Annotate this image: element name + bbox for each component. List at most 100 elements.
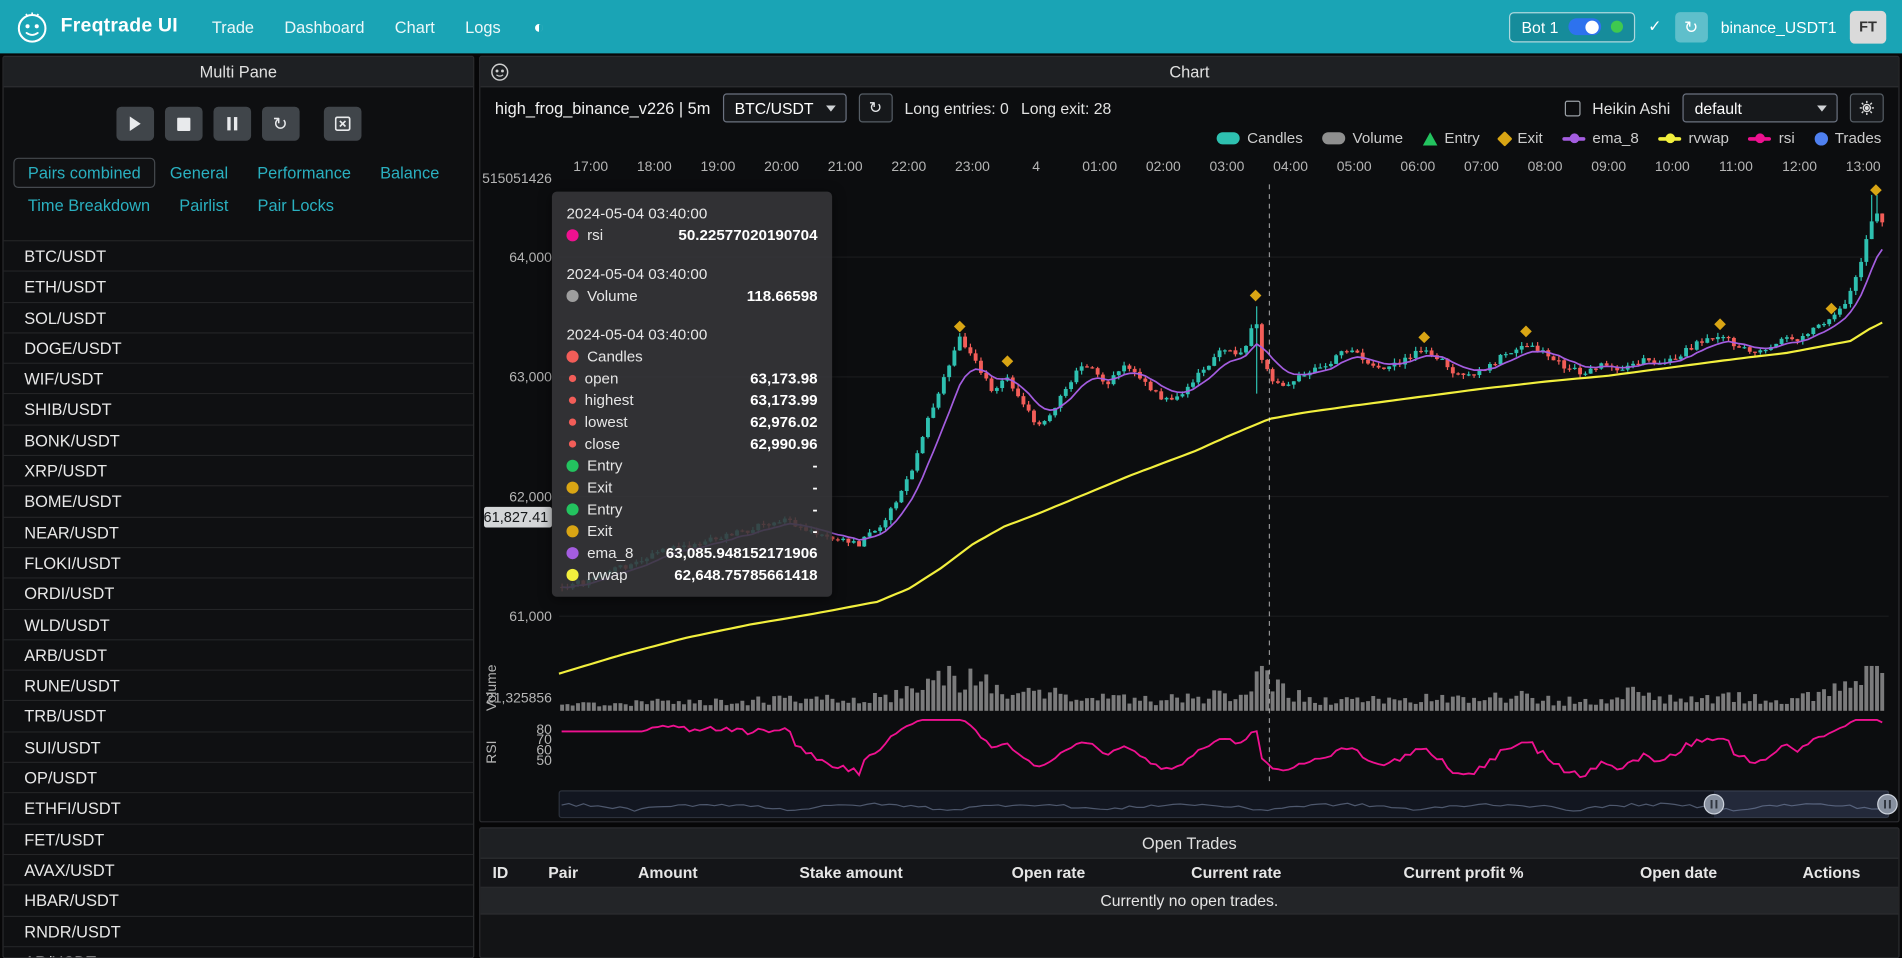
data-zoom-navigator[interactable] <box>558 790 1898 819</box>
tab-pairlist[interactable]: Pairlist <box>179 196 229 215</box>
col-stake-amount[interactable]: Stake amount <box>799 863 903 882</box>
heikin-ashi-checkbox[interactable] <box>1564 100 1581 116</box>
zoom-handle-right[interactable] <box>1877 793 1898 815</box>
pair-item-ethfi-usdt[interactable]: ETHFI/USDT <box>3 793 474 825</box>
legend-entry[interactable]: Entry <box>1422 130 1480 147</box>
exit-marker-icon <box>1520 325 1532 338</box>
col-id[interactable]: ID <box>492 863 509 882</box>
col-actions[interactable]: Actions <box>1802 863 1861 882</box>
col-open-rate[interactable]: Open rate <box>1011 863 1086 882</box>
pair-item-floki-usdt[interactable]: FLOKI/USDT <box>3 548 474 579</box>
pair-item-ordi-usdt[interactable]: ORDI/USDT <box>3 578 474 610</box>
long-entries-label: Long entries: 0 <box>904 98 1009 118</box>
pair-item-rune-usdt[interactable]: RUNE/USDT <box>3 670 474 702</box>
pair-item-rndr-usdt[interactable]: RNDR/USDT <box>3 916 474 948</box>
legend-trades[interactable]: Trades <box>1814 130 1881 147</box>
nav-link-logs[interactable]: Logs <box>465 17 501 36</box>
col-amount[interactable]: Amount <box>638 863 698 882</box>
tab-time-breakdown[interactable]: Time Breakdown <box>27 196 151 215</box>
svg-text:4: 4 <box>1032 158 1040 174</box>
stop-button[interactable] <box>164 106 202 141</box>
svg-text:11:00: 11:00 <box>1719 158 1753 174</box>
chart-panel: Chart high_frog_binance_v226 | 5m BTC/US… <box>479 55 1900 823</box>
pair-item-shib-usdt[interactable]: SHIB/USDT <box>3 394 474 426</box>
reload-bot-button[interactable]: ↻ <box>1674 11 1708 42</box>
pair-item-wld-usdt[interactable]: WLD/USDT <box>3 609 474 641</box>
chart-refresh-button[interactable]: ↻ <box>858 93 893 123</box>
pair-item-fet-usdt[interactable]: FET/USDT <box>3 824 474 856</box>
col-open-date[interactable]: Open date <box>1639 863 1718 882</box>
exit-marker-icon <box>1001 355 1014 368</box>
legend-rvwap[interactable]: rvwap <box>1658 130 1729 147</box>
rsi-pane-label: RSI <box>483 740 499 763</box>
chart-panel-header[interactable]: Chart <box>480 57 1899 88</box>
heikin-ashi-label: Heikin Ashi <box>1592 98 1671 118</box>
ema-8-line <box>562 248 1883 589</box>
tab-general[interactable]: General <box>169 163 229 182</box>
legend-ema-8[interactable]: ema_8 <box>1562 130 1639 147</box>
legend-label: Volume <box>1352 129 1404 147</box>
col-current-profit[interactable]: Current profit % <box>1403 863 1524 882</box>
chart-legend: Candles Volume Entry Exit ema_8 rvwap rsi Trade… <box>480 126 1898 148</box>
freqtrade-logo-icon[interactable] <box>16 10 49 43</box>
exit-marker-icon <box>1870 184 1882 196</box>
exchange-account-label: binance_USDT1 <box>1720 17 1837 36</box>
pair-item-bonk-usdt[interactable]: BONK/USDT <box>3 425 474 457</box>
price-chart[interactable]: 64,000 63,000 62,000 61,000 515051426 21,3258… <box>480 150 1898 822</box>
pair-item-btc-usdt[interactable]: BTC/USDT <box>3 241 474 273</box>
refresh-loop-button[interactable]: ↻ <box>261 106 300 141</box>
nav-link-chart[interactable]: Chart <box>394 17 435 36</box>
legend-exit[interactable]: Exit <box>1496 130 1543 147</box>
close-pane-button[interactable] <box>323 106 361 141</box>
tab-pair-locks[interactable]: Pair Locks <box>257 196 334 215</box>
multi-pane-header[interactable]: Multi Pane <box>3 57 474 88</box>
play-button[interactable] <box>115 106 154 141</box>
pair-select[interactable]: BTC/USDT <box>722 93 847 123</box>
tab-pairs-combined[interactable]: Pairs combined <box>13 157 156 189</box>
chart-header-robot-icon <box>490 62 509 81</box>
pair-item-trb-usdt[interactable]: TRB/USDT <box>3 701 474 733</box>
svg-text:07:00: 07:00 <box>1464 158 1499 174</box>
refresh-icon: ↻ <box>868 98 882 117</box>
pause-icon <box>226 117 237 131</box>
svg-text:03:00: 03:00 <box>1210 158 1245 174</box>
pair-item-doge-usdt[interactable]: DOGE/USDT <box>3 333 474 365</box>
nav-link-trade[interactable]: Trade <box>211 17 255 36</box>
pair-item-op-usdt[interactable]: OP/USDT <box>3 763 474 794</box>
svg-text:50: 50 <box>536 752 552 768</box>
tab-performance[interactable]: Performance <box>257 163 352 182</box>
open-trades-header[interactable]: Open Trades <box>480 828 1899 859</box>
pair-item-avax-usdt[interactable]: AVAX/USDT <box>3 855 474 886</box>
legend-label: rsi <box>1778 129 1795 147</box>
pair-item-hbar-usdt[interactable]: HBAR/USDT <box>3 885 474 917</box>
bot-selector[interactable]: Bot 1 <box>1509 11 1635 42</box>
pair-item-sui-usdt[interactable]: SUI/USDT <box>3 732 474 764</box>
candles-marker-icon <box>1216 132 1240 145</box>
plot-config-select[interactable]: default <box>1682 93 1838 123</box>
pair-item-bome-usdt[interactable]: BOME/USDT <box>3 486 474 518</box>
close-box-icon <box>334 116 350 132</box>
col-current-rate[interactable]: Current rate <box>1191 863 1282 882</box>
nav-link-dashboard[interactable]: Dashboard <box>284 17 365 36</box>
pair-item-sol-usdt[interactable]: SOL/USDT <box>3 302 474 334</box>
pair-item-near-usdt[interactable]: NEAR/USDT <box>3 517 474 549</box>
legend-candles[interactable]: Candles <box>1216 130 1303 147</box>
chart-area[interactable]: 64,000 63,000 62,000 61,000 515051426 21,3258… <box>480 150 1898 822</box>
user-avatar[interactable]: FT <box>1849 10 1887 44</box>
pair-item-xrp-usdt[interactable]: XRP/USDT <box>3 456 474 487</box>
zoom-handle-left[interactable] <box>1703 793 1725 815</box>
plot-settings-button[interactable] <box>1849 93 1884 123</box>
tab-balance[interactable]: Balance <box>380 163 440 182</box>
long-exits-label: Long exit: 28 <box>1020 98 1112 118</box>
pair-item-eth-usdt[interactable]: ETH/USDT <box>3 272 474 303</box>
app-title: Freqtrade UI <box>60 15 178 37</box>
legend-volume[interactable]: Volume <box>1322 130 1403 147</box>
bot-toggle[interactable] <box>1568 18 1601 36</box>
legend-rsi[interactable]: rsi <box>1748 129 1795 147</box>
pause-button[interactable] <box>212 106 251 141</box>
col-pair[interactable]: Pair <box>548 863 579 882</box>
pair-item-wif-usdt[interactable]: WIF/USDT <box>3 364 474 395</box>
pair-item-arb-usdt[interactable]: ARB/USDT <box>3 640 474 671</box>
theme-toggle-icon[interactable]: ◐ <box>533 16 545 37</box>
pair-item-ar-usdt[interactable]: AR/USDT <box>3 947 474 958</box>
